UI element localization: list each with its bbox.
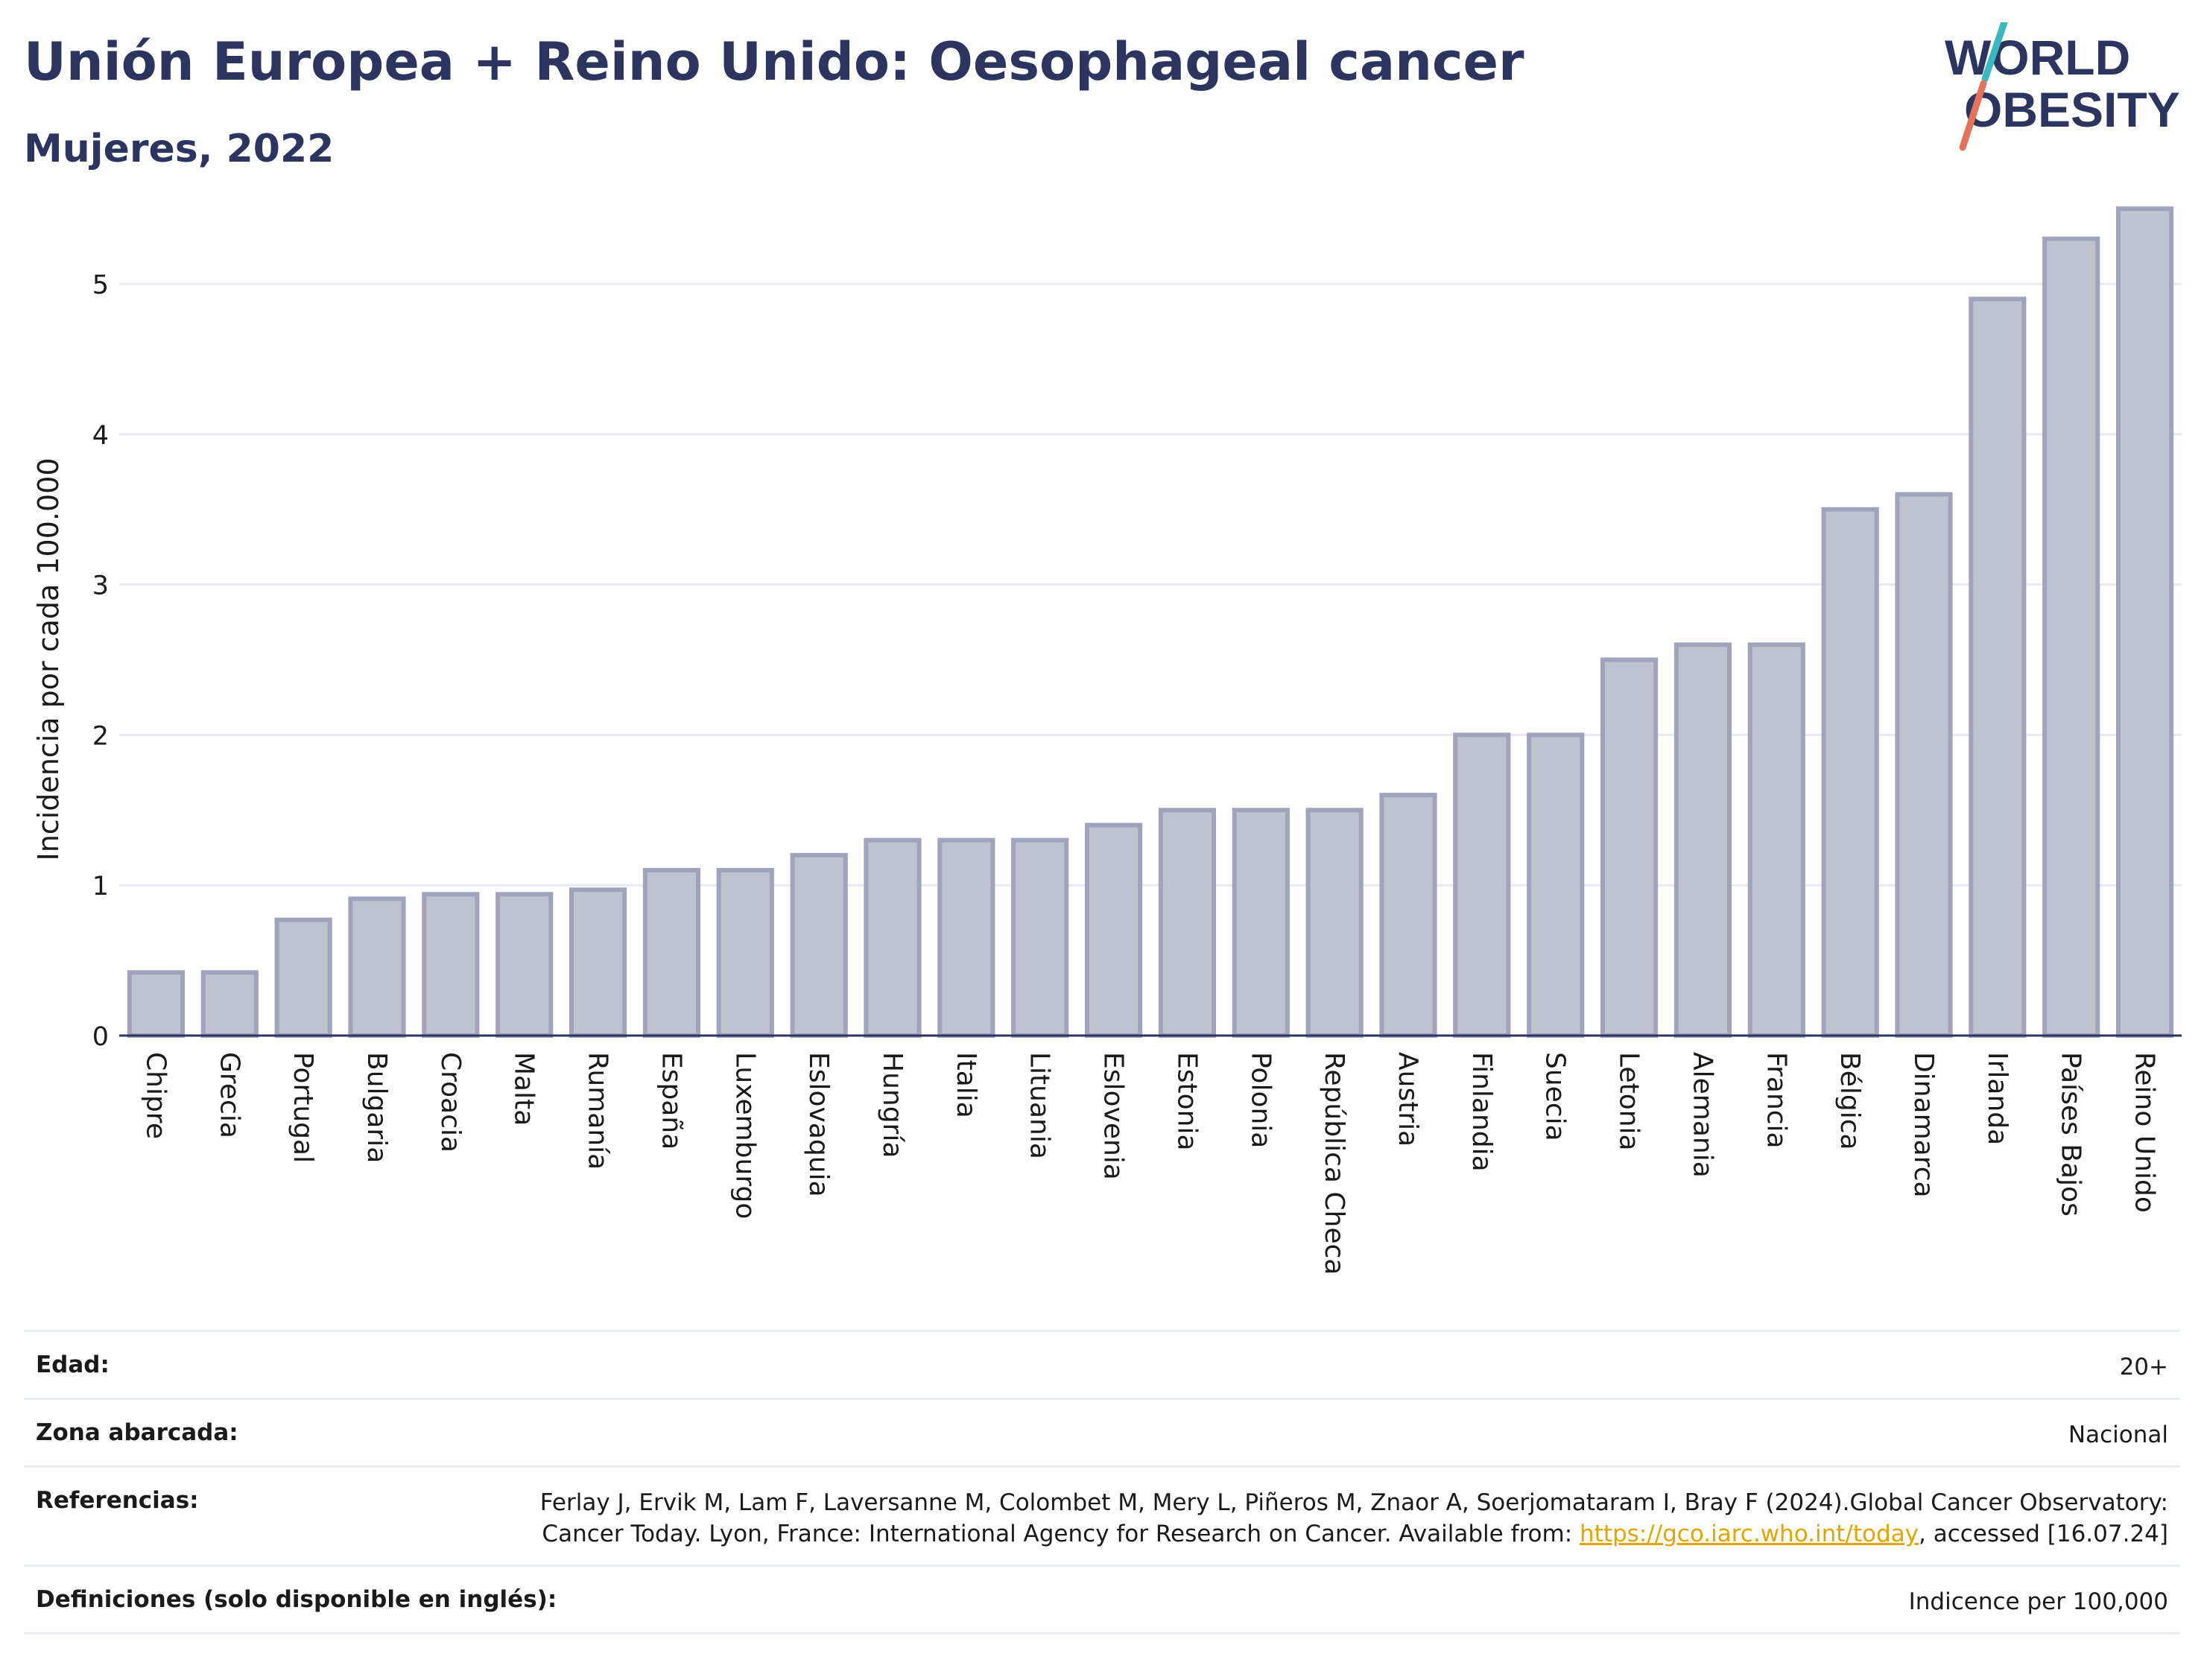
reference-text: Ferlay J, Ervik M, Lam F, Laversanne M, … — [539, 1489, 2168, 1547]
world-obesity-logo: WORLD OBESITY — [1945, 22, 2180, 151]
bar — [1158, 808, 1217, 1038]
meta-value-definitions: Indicence per 100,000 — [1908, 1588, 2168, 1615]
x-tick-label: Alemania — [1687, 1052, 1717, 1178]
bar — [200, 970, 259, 1038]
x-tick-label: Grecia — [214, 1052, 244, 1138]
chart-subtitle: Mujeres, 2022 — [24, 127, 335, 171]
metadata-table: Edad: 20+ Zona abarcada: Nacional Refere… — [24, 1330, 2180, 1635]
x-tick-label: Italia — [951, 1052, 981, 1118]
bar — [642, 868, 701, 1039]
x-tick-label: Finlandia — [1466, 1052, 1497, 1172]
logo-text-obesity: OBESITY — [1964, 82, 2180, 137]
x-tick-label: Austria — [1393, 1052, 1423, 1147]
y-tick-label: 2 — [92, 721, 109, 751]
x-tick-label: Dinamarca — [1908, 1052, 1939, 1198]
bar — [1821, 507, 1879, 1038]
x-tick-label: Malta — [509, 1052, 539, 1126]
bar-chart: 0 1 2 3 4 5 Chipre Grecia Portugal Bulgaria Croac… — [32, 206, 2182, 1275]
meta-value-age: 20+ — [2119, 1354, 2168, 1381]
meta-label-age: Edad: — [36, 1351, 110, 1378]
bar — [1969, 297, 2027, 1038]
bar — [1011, 837, 1069, 1039]
bar — [422, 892, 480, 1038]
meta-label-area: Zona abarcada: — [36, 1419, 238, 1446]
x-tick-label: Hungría — [877, 1052, 908, 1158]
bar — [1673, 642, 1732, 1038]
y-tick-label: 0 — [92, 1022, 109, 1052]
y-axis-label: Incidencia por cada 100.000 — [32, 457, 65, 860]
meta-label-references: Referencias: — [36, 1487, 199, 1514]
x-tick-label: Suecia — [1540, 1052, 1571, 1141]
bar — [1084, 822, 1143, 1038]
bar — [569, 887, 627, 1038]
bar — [716, 868, 774, 1039]
meta-row-definitions: Definiciones (solo disponible en inglés)… — [24, 1565, 2180, 1635]
x-tick-label: Bélgica — [1834, 1052, 1865, 1150]
bar — [1895, 492, 1953, 1038]
x-tick-label: Chipre — [140, 1052, 171, 1139]
x-tick-label: Croacia — [435, 1052, 466, 1153]
logo-slash-coral — [1959, 80, 1987, 151]
chart-title: Unión Europea + Reino Unido: Oesophageal… — [24, 31, 1524, 92]
bar — [937, 837, 995, 1039]
y-tick-label: 1 — [92, 872, 109, 901]
y-tick-label: 4 — [92, 421, 109, 451]
meta-value-area: Nacional — [2068, 1421, 2168, 1448]
x-tick-label: Bulgaria — [361, 1052, 392, 1163]
y-tick-label: 3 — [92, 571, 109, 601]
y-tick-label: 5 — [92, 270, 109, 300]
bar — [495, 892, 554, 1038]
reference-link[interactable]: https://gco.iarc.who.int/today — [1580, 1521, 1919, 1547]
x-tick-label: Estonia — [1171, 1052, 1202, 1151]
bar — [348, 896, 406, 1038]
bar — [1747, 642, 1805, 1038]
bar — [1305, 808, 1364, 1038]
bar — [1379, 793, 1437, 1038]
bar — [127, 970, 186, 1038]
x-tick-label: Letonia — [1614, 1052, 1644, 1151]
bar — [274, 917, 332, 1038]
x-tick-label: Países Bajos — [2056, 1052, 2086, 1217]
bar — [2042, 236, 2100, 1038]
bars — [127, 206, 2174, 1039]
meta-row-references: Referencias: Ferlay J, Ervik M, Lam F, L… — [24, 1465, 2180, 1565]
y-tick-labels: 0 1 2 3 4 5 — [92, 270, 109, 1052]
x-tick-label: Polonia — [1245, 1052, 1276, 1148]
x-tick-label: Lituania — [1025, 1052, 1055, 1159]
x-tick-label: Eslovaquia — [803, 1052, 834, 1197]
bar — [2115, 206, 2174, 1038]
bar — [1232, 808, 1290, 1038]
logo-text-world: WORLD — [1945, 30, 2130, 85]
logo-slash-teal — [1981, 22, 2008, 83]
bar — [790, 852, 848, 1039]
x-tick-label: Rumanía — [583, 1052, 613, 1170]
x-tick-label: Eslovenia — [1098, 1052, 1129, 1180]
x-tick-label: Reino Unido — [2129, 1052, 2160, 1213]
x-tick-label: República Checa — [1319, 1052, 1349, 1275]
bar — [1453, 732, 1511, 1039]
reference-accessed: , accessed [16.07.24] — [1918, 1521, 2168, 1547]
x-tick-labels: Chipre Grecia Portugal Bulgaria Croacia Malta… — [140, 1052, 2159, 1275]
bar — [864, 837, 922, 1039]
bar — [1600, 657, 1659, 1038]
meta-row-age: Edad: 20+ — [24, 1330, 2180, 1398]
meta-value-references: Ferlay J, Ervik M, Lam F, Laversanne M, … — [529, 1487, 2168, 1550]
meta-row-area: Zona abarcada: Nacional — [24, 1398, 2180, 1465]
x-tick-label: Portugal — [288, 1052, 318, 1163]
x-tick-label: España — [656, 1052, 686, 1150]
meta-label-definitions: Definiciones (solo disponible en inglés)… — [36, 1586, 557, 1613]
x-tick-label: Luxemburgo — [729, 1052, 760, 1219]
x-tick-label: Francia — [1761, 1052, 1791, 1149]
bar — [1527, 732, 1585, 1039]
x-tick-label: Irlanda — [1982, 1052, 2013, 1145]
